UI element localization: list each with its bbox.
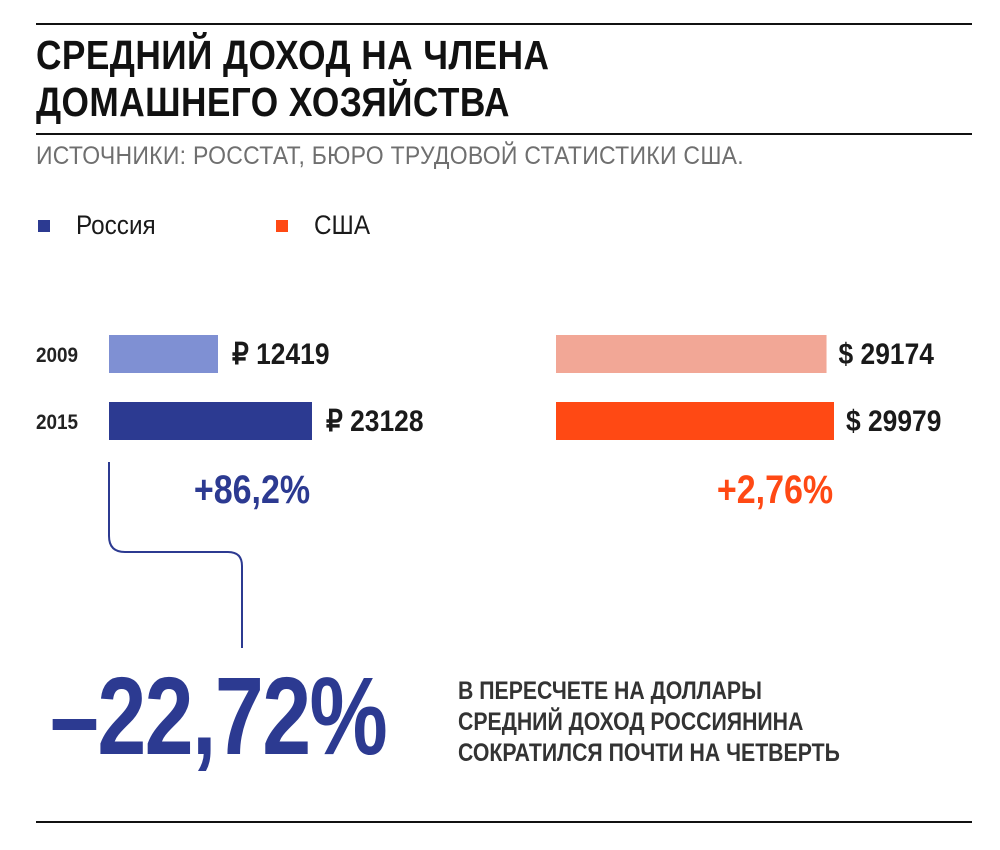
bars-layer: 2009 2015 ₽ 12419 ₽ 23128 +86,2% $ 29174 $ 299…	[36, 335, 941, 512]
year-label-2009: 2009	[36, 344, 78, 367]
value-label-usa-2009: $ 29174	[839, 336, 935, 370]
legend-swatch-russia	[38, 219, 50, 232]
income-bar-chart: 2009 2015 ₽ 12419 ₽ 23128 +86,2% $ 29174 $ 299…	[36, 335, 941, 648]
chart-title: СРЕДНИЙ ДОХОД НА ЧЛЕНА ДОМАШНЕГО ХОЗЯЙСТ…	[36, 32, 836, 126]
bottom-rule	[36, 821, 972, 823]
year-label-2015: 2015	[36, 411, 78, 434]
top-rule	[36, 23, 972, 25]
title-rule	[36, 133, 972, 135]
sources-text: ИСТОЧНИКИ: РОССТАТ, БЮРО ТРУДОВОЙ СТАТИС…	[36, 142, 744, 170]
legend-item-russia: Россия	[38, 210, 165, 241]
legend-item-usa: США	[276, 210, 376, 241]
annotation-line-2: СРЕДНИЙ ДОХОД РОССИЯНИНА	[458, 708, 804, 736]
title-line-1: СРЕДНИЙ ДОХОД НА ЧЛЕНА	[36, 32, 550, 78]
dollar-change-value: –22,72%	[50, 655, 388, 778]
bar-russia-2015	[109, 402, 312, 440]
annotation-note: В ПЕРЕСЧЕТЕ НА ДОЛЛАРЫ СРЕДНИЙ ДОХОД РОС…	[458, 676, 840, 769]
legend-label-russia: Россия	[76, 210, 156, 240]
change-label-russia: +86,2%	[194, 466, 310, 511]
change-label-usa: +2,76%	[717, 466, 833, 511]
connector-line	[108, 462, 243, 648]
annotation-line-3: СОКРАТИЛСЯ ПОЧТИ НА ЧЕТВЕРТЬ	[458, 739, 840, 767]
legend-swatch-usa	[276, 219, 288, 232]
bar-usa-2009	[556, 335, 827, 373]
annotation-line-1: В ПЕРЕСЧЕТЕ НА ДОЛЛАРЫ	[458, 677, 762, 705]
legend-label-usa: США	[314, 210, 371, 240]
bar-usa-2015	[556, 402, 834, 440]
value-label-usa-2015: $ 29979	[846, 403, 941, 437]
title-line-2: ДОМАШНЕГО ХОЗЯЙСТВА	[36, 79, 510, 125]
bar-russia-2009	[109, 335, 218, 373]
value-label-russia-2009: ₽ 12419	[232, 336, 330, 370]
value-label-russia-2015: ₽ 23128	[326, 403, 424, 437]
